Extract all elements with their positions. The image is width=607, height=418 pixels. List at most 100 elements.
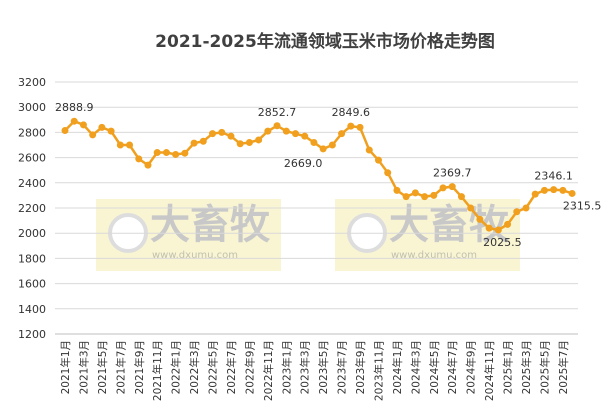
y-tick-label: 2800 [18,126,46,139]
x-tick-label: 2024年3月 [409,340,422,394]
x-tick-label: 2023年11月 [372,340,385,401]
x-tick-label: 2023年7月 [336,340,349,394]
point [531,190,539,198]
x-tick-label: 2021年9月 [133,340,146,394]
point [172,150,180,158]
y-tick-label: 2600 [18,152,46,165]
point [568,189,576,197]
x-tick-label: 2022年3月 [188,340,201,394]
point [255,136,263,144]
point [513,208,521,216]
y-tick-label: 1600 [18,278,46,291]
x-tick-label: 2023年1月 [280,340,293,394]
x-tick-label: 2024年1月 [391,340,404,394]
point [411,189,419,197]
point [301,132,309,140]
x-tick-label: 2025年1月 [502,340,515,394]
point [448,183,456,191]
point [79,121,87,129]
value-label: 2849.6 [332,106,371,119]
x-tick-label: 2024年9月 [465,340,478,394]
point [135,155,143,163]
point [218,128,226,136]
point [347,122,355,130]
point [273,122,281,130]
y-tick-label: 2200 [18,202,46,215]
point [504,220,512,228]
watermark-text: 大畜牧 [150,202,271,248]
point [190,139,198,147]
point [264,127,272,135]
x-tick-label: 2024年11月 [483,340,496,401]
point [374,156,382,164]
y-tick-label: 3000 [18,101,46,114]
y-tick-label: 2000 [18,227,46,240]
point [236,140,244,148]
x-tick-label: 2023年3月 [299,340,312,394]
x-tick-label: 2021年3月 [77,340,90,394]
y-tick-label: 1400 [18,303,46,316]
x-tick-label: 2021年7月 [114,340,127,394]
point [199,137,207,145]
point [209,130,217,138]
x-tick-label: 2021年5月 [96,340,109,394]
point [402,193,410,201]
point [245,138,253,146]
value-label: 2025.5 [483,236,522,249]
chart-title: 2021-2025年流通领域玉米市场价格走势图 [155,31,495,52]
point [144,161,152,169]
value-label: 2852.7 [258,106,297,119]
value-label: 2369.7 [433,167,472,180]
point [550,186,558,194]
x-tick-label: 2022年1月 [170,340,183,394]
point [70,117,78,125]
point [522,204,530,212]
point [485,224,493,232]
y-tick-label: 2400 [18,177,46,190]
x-tick-label: 2022年5月 [207,340,220,394]
point [116,141,124,149]
point [153,149,161,157]
point [494,226,502,234]
point [98,123,106,131]
value-label: 2669.0 [284,157,323,170]
point [439,184,447,192]
point [476,215,484,223]
x-tick-label: 2024年7月 [446,340,459,394]
watermark-url: www.dxumu.com [152,250,238,261]
point [292,130,299,138]
point [467,204,475,212]
point [162,149,170,157]
x-tick-label: 2025年7月 [557,340,570,394]
point [319,145,327,153]
x-tick-label: 2025年3月 [520,340,533,394]
point [421,193,429,201]
y-tick-label: 1800 [18,252,46,265]
point [559,186,567,194]
x-tick-label: 2021年11月 [151,340,164,401]
point [89,131,97,139]
point [107,127,115,135]
point [338,130,346,138]
point [181,149,189,157]
point [126,141,134,149]
point [365,146,373,154]
value-label: 2346.1 [534,170,573,183]
x-tick-label: 2022年9月 [243,340,256,394]
point [328,141,336,149]
point [540,186,548,194]
x-tick-label: 2023年5月 [317,340,330,394]
x-tick-label: 2024年5月 [428,340,441,394]
point [393,186,401,194]
point [310,138,318,146]
value-label: 2315.5 [563,199,602,212]
x-tick-label: 2022年11月 [262,340,275,401]
x-tick-label: 2021年1月 [59,340,72,394]
point [227,132,235,140]
y-tick-label: 1200 [18,328,46,341]
x-tick-label: 2022年7月 [225,340,238,394]
y-tick-label: 3200 [18,76,46,89]
value-label: 2888.9 [55,101,94,114]
point [384,169,392,177]
